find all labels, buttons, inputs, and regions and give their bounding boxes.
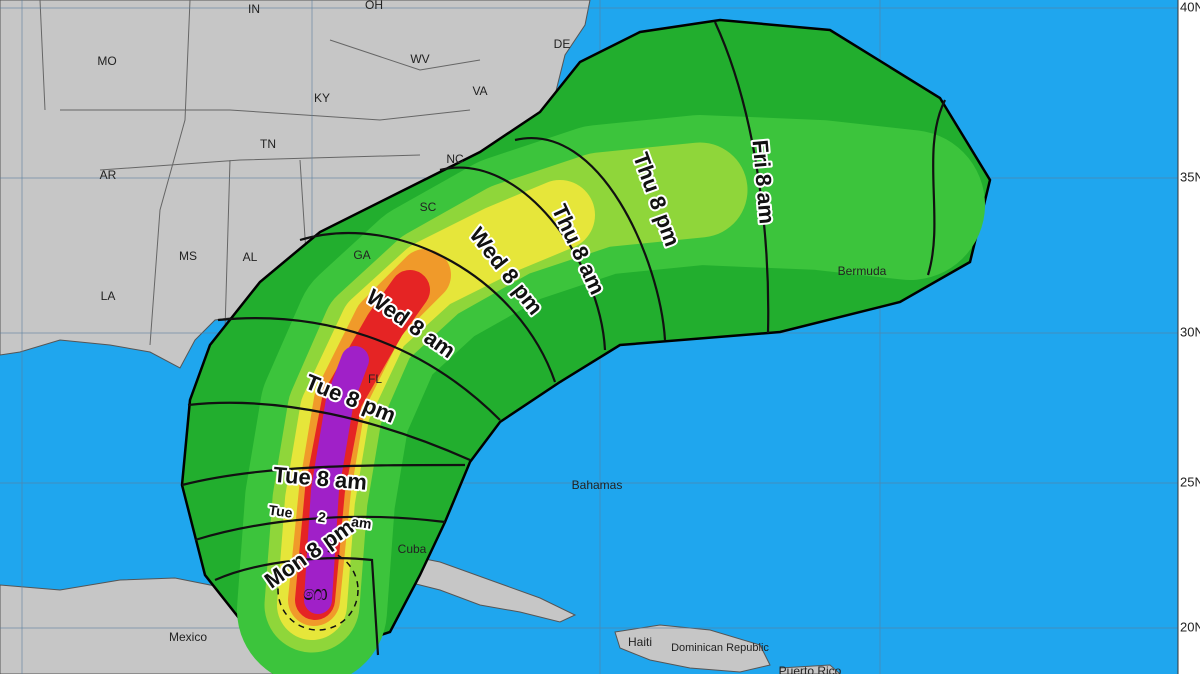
region-label: NC [446, 152, 464, 166]
region-label: TN [260, 137, 276, 151]
region-label: FL [368, 372, 382, 386]
place-label: Bermuda [838, 264, 887, 278]
region-label: IN [248, 2, 260, 16]
margin [1178, 0, 1200, 674]
region-label: GA [353, 248, 370, 262]
puerto-rico-land [779, 664, 841, 674]
region-label: AL [243, 250, 258, 264]
latitude-label: 30N [1180, 324, 1200, 339]
latitude-label: 20N [1180, 619, 1200, 634]
place-label: Puerto Rico [779, 664, 842, 674]
region-label: VA [472, 84, 487, 98]
region-label: OH [365, 0, 383, 12]
storm-icon: ෩ [303, 583, 328, 605]
place-label: Bahamas [572, 478, 623, 492]
latitude-labels: 40N 35N 30N 25N 20N [1180, 0, 1200, 634]
place-label: Cuba [398, 542, 427, 556]
place-labels: Bermuda Bahamas Cuba Mexico Haiti Domini… [169, 264, 887, 674]
region-labels: IN OH MO KY WV VA TN NC AR SC MS AL GA L… [97, 0, 570, 386]
latitude-label: 40N [1180, 0, 1200, 14]
region-label: WV [410, 52, 429, 66]
region-label: MS [179, 249, 197, 263]
region-label: MO [97, 54, 116, 68]
region-label: KY [314, 91, 330, 105]
latitude-label: 25N [1180, 474, 1200, 489]
arrival-lines [181, 21, 946, 656]
latitude-label: 35N [1180, 169, 1200, 184]
region-label: LA [101, 289, 116, 303]
place-label: Mexico [169, 630, 207, 644]
forecast-cone [277, 549, 359, 631]
region-label: SC [420, 200, 437, 214]
region-label: DE [554, 37, 571, 51]
region-label: AR [100, 168, 117, 182]
place-label: Dominican Republic [671, 642, 769, 654]
place-label: Haiti [628, 635, 652, 649]
